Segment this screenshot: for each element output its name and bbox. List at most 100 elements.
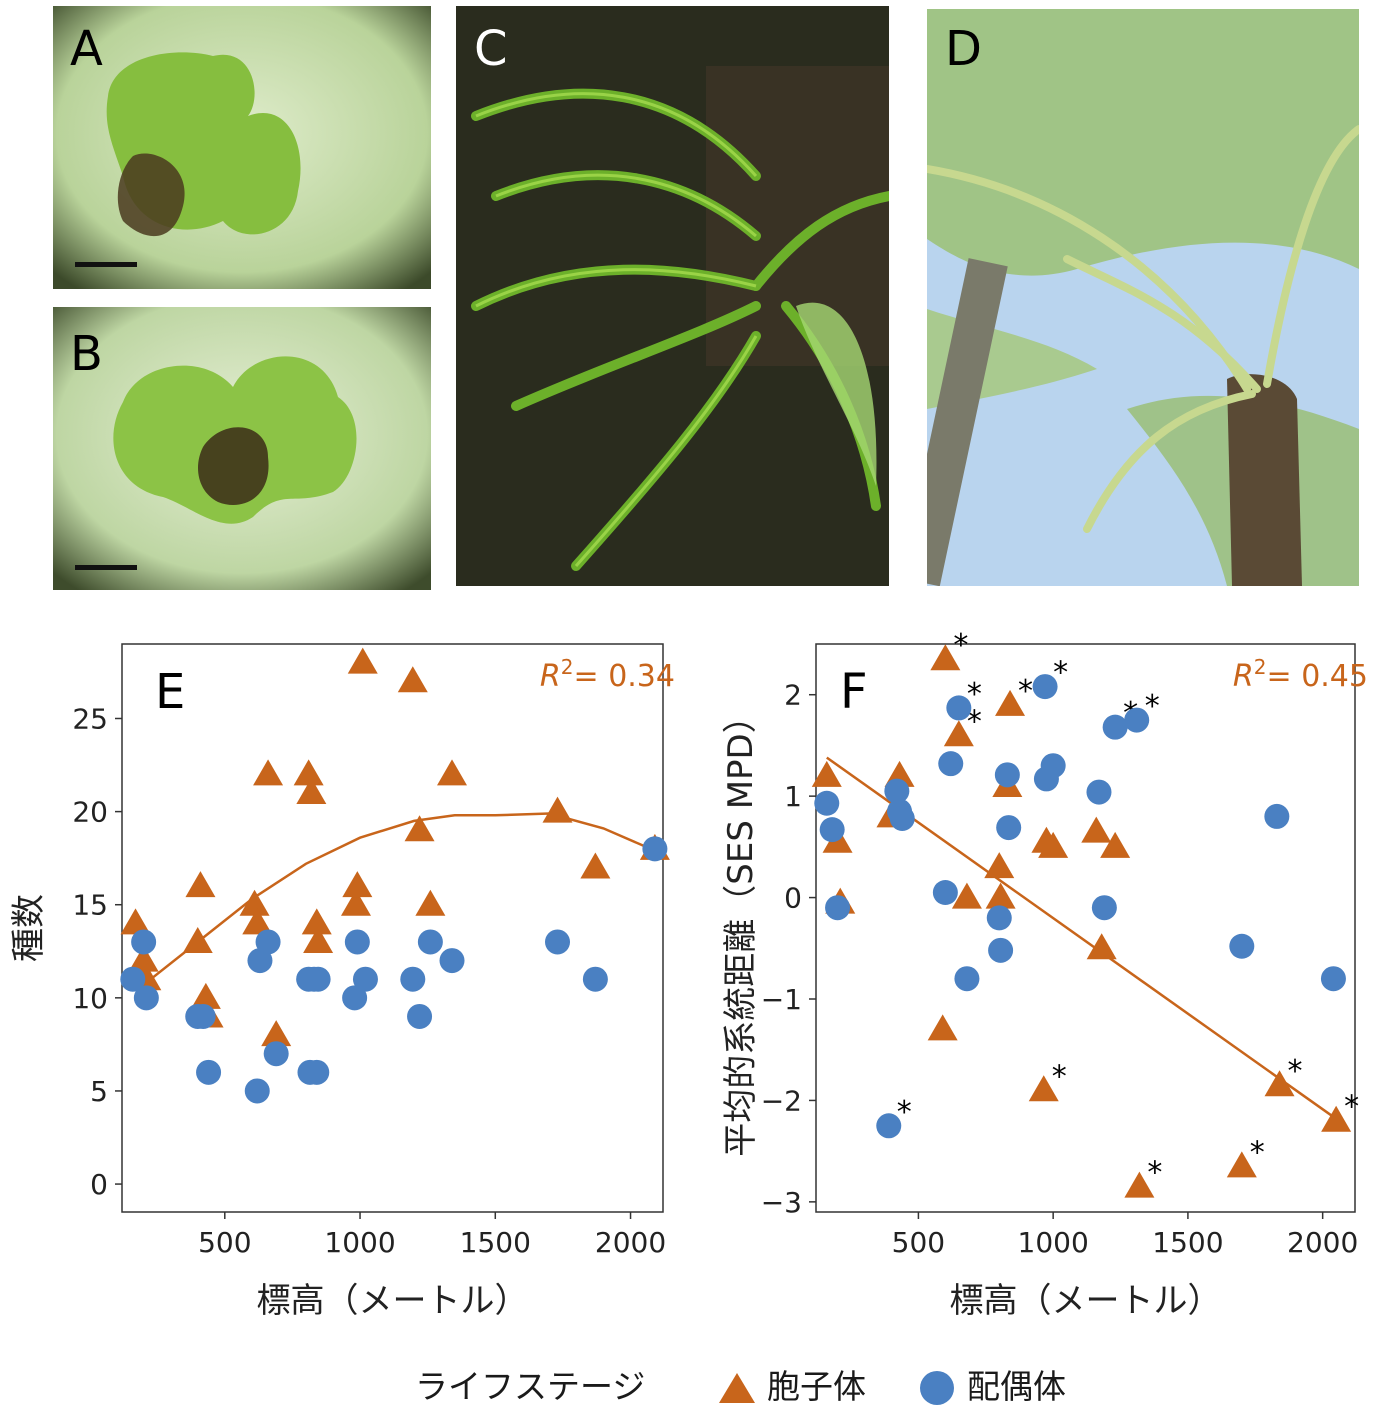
panel-label-d: D (945, 21, 982, 77)
legend: ライフステージ 胞子体 配偶体 (415, 1367, 1066, 1406)
sporophyte-point (293, 759, 324, 786)
sporophyte-point (811, 760, 842, 787)
gametophyte-point (938, 751, 964, 777)
significance-asterisk: * (967, 704, 982, 739)
gametophyte-point (1040, 753, 1066, 779)
y-tick-label: −2 (761, 1084, 802, 1117)
y-tick-label: 5 (90, 1075, 108, 1108)
sporophyte-point (253, 759, 284, 786)
sporophyte-point (190, 982, 221, 1009)
sporophyte-point (985, 882, 1016, 909)
x-tick-label: 1000 (324, 1226, 395, 1259)
gametophyte-point (996, 815, 1022, 841)
x-tick-label: 500 (198, 1226, 251, 1259)
sporophyte-point (1226, 1151, 1257, 1178)
y-tick-label: 2 (784, 679, 802, 712)
sporophyte-point (340, 889, 371, 916)
gametophyte-point (1124, 707, 1150, 733)
x-tick-label: 2000 (1287, 1226, 1358, 1259)
sporophyte-point (182, 926, 213, 953)
y-tick-label: −1 (761, 983, 802, 1016)
legend-gametophyte-marker (920, 1371, 954, 1405)
photo-a (53, 6, 431, 289)
y-axis-label: 種数 (9, 894, 49, 962)
sporophyte-point (984, 852, 1015, 879)
gametophyte-point (400, 966, 426, 992)
gametophyte-point (954, 966, 980, 992)
photo-c-image (456, 6, 889, 586)
plot-frame-e (121, 643, 664, 1213)
sporophyte-point (296, 777, 327, 804)
x-tick-label: 1500 (1152, 1226, 1223, 1259)
photo-d-image (927, 9, 1359, 586)
r2-annotation: R2= 0.45 (1233, 655, 1368, 694)
photo-b-image (53, 307, 431, 590)
chart-e: 500 1000 1500 2000 0 5 10 15 20 25 標高（メートル） 種数 E R2= … (9, 643, 675, 1321)
sporophyte-point (120, 908, 151, 935)
gametophyte-point (946, 695, 972, 721)
sporophyte-point (951, 882, 982, 909)
y-tick-label: 0 (90, 1168, 108, 1201)
panel-label-f: F (840, 664, 868, 720)
gametophyte-point (255, 929, 281, 955)
significance-asterisk: * (1145, 689, 1160, 724)
plot-frame-f (815, 643, 1356, 1213)
gametophyte-point (582, 966, 608, 992)
y-axis-label: 平均的系統距離（SES MPD） (721, 699, 761, 1156)
significance-asterisk: * (897, 1095, 912, 1130)
sporophyte-point (261, 1020, 292, 1047)
fit-line (142, 812, 656, 986)
gametophyte-point (190, 1003, 216, 1029)
significance-asterisk: * (1053, 656, 1068, 691)
photo-d (927, 9, 1359, 586)
sporophyte-point (927, 1014, 958, 1041)
significance-asterisk: * (1018, 674, 1033, 709)
gametophyte-point (263, 1041, 289, 1067)
sporophyte-point (242, 908, 273, 935)
photo-b (53, 307, 431, 590)
panel-label-b: B (70, 326, 103, 382)
gametophyte-point (994, 762, 1020, 788)
significance-asterisk: * (1288, 1054, 1303, 1089)
x-tick-label: 500 (892, 1226, 945, 1259)
gametophyte-point (932, 880, 958, 905)
y-tick-label: 10 (72, 982, 108, 1015)
gametophyte-point (819, 817, 845, 843)
sporophyte-point (1124, 1171, 1155, 1198)
gametophyte-point (814, 790, 840, 816)
sporophyte-point (542, 796, 573, 823)
significance-asterisk: * (1147, 1156, 1162, 1191)
gametophyte-point (988, 937, 1014, 963)
gametophyte-point (1091, 895, 1117, 921)
significance-asterisk: * (1052, 1059, 1067, 1094)
y-tick-label: 20 (72, 796, 108, 829)
gametophyte-point (876, 1113, 902, 1139)
gametophyte-point (407, 1003, 433, 1029)
panel-label-c: C (474, 21, 508, 77)
sporophyte-point (1028, 1075, 1059, 1102)
gametophyte-point (1320, 966, 1346, 992)
r2-annotation: R2= 0.34 (540, 655, 675, 694)
gametophyte-point (642, 836, 668, 862)
panel-label-a: A (70, 21, 103, 77)
sporophyte-point (347, 647, 378, 674)
gametophyte-point (417, 929, 443, 955)
sporophyte-point (342, 871, 373, 898)
gametophyte-point (825, 895, 851, 921)
sporophyte-point (1100, 831, 1131, 858)
legend-title: ライフステージ (415, 1367, 645, 1406)
gametophyte-point (884, 778, 910, 804)
x-tick-label: 1500 (460, 1226, 531, 1259)
gametophyte-point (344, 929, 370, 955)
sporophyte-point (995, 689, 1026, 716)
gametophyte-point (1032, 674, 1058, 700)
sporophyte-point (1264, 1070, 1295, 1097)
sporophyte-point (404, 815, 435, 842)
panel-label-e: E (155, 664, 185, 720)
gametophyte-point (244, 1078, 270, 1104)
chart-f: 500 1000 1500 2000 −3 −2 −1 0 1 2 標高（メートル） 平均的系統距離（… (721, 628, 1368, 1321)
x-tick-label: 1000 (1018, 1226, 1089, 1259)
sporophyte-point (301, 908, 332, 935)
sporophyte-point (415, 889, 446, 916)
sporophyte-point (437, 759, 468, 786)
